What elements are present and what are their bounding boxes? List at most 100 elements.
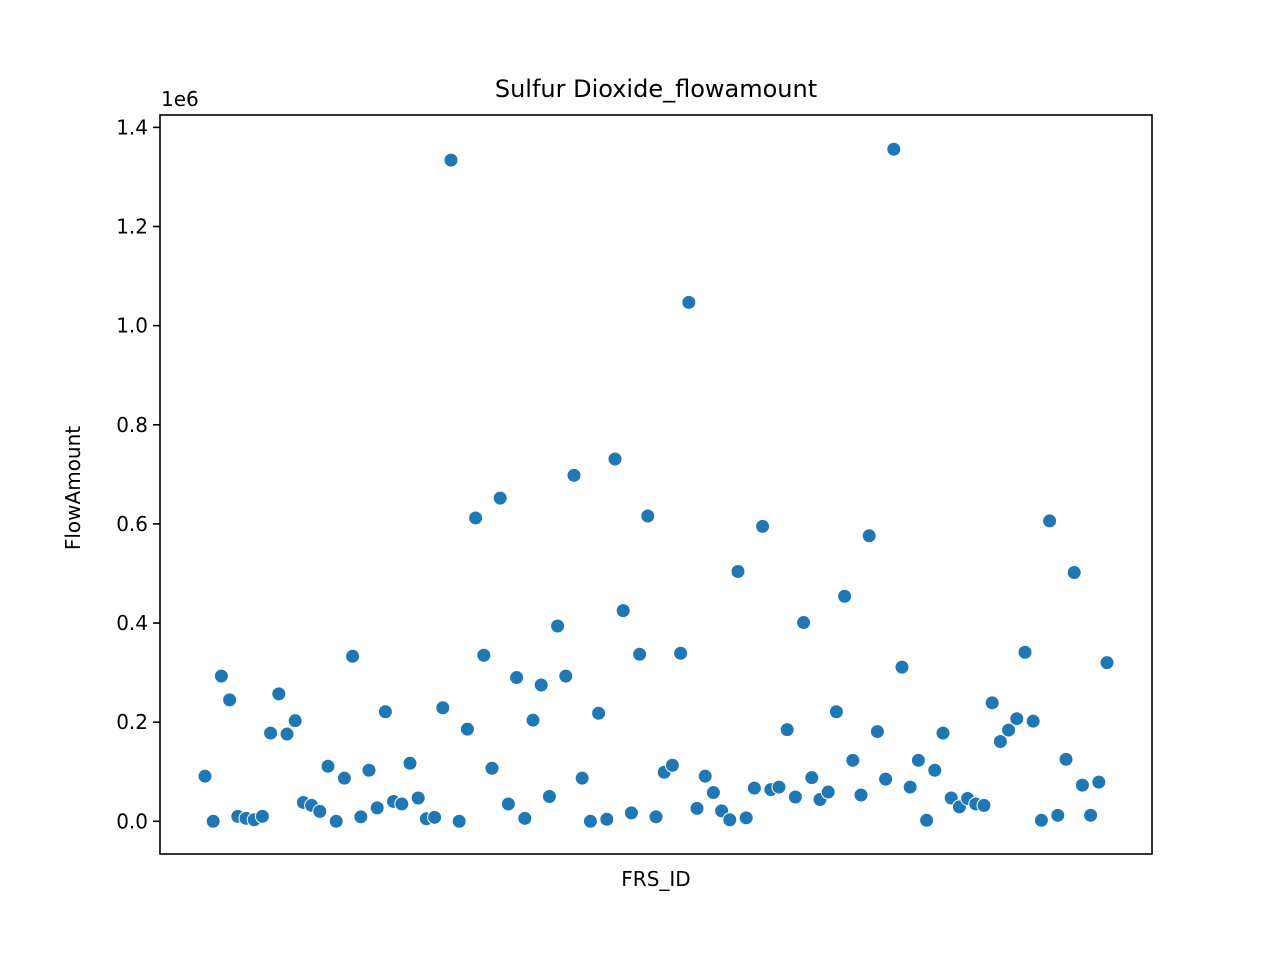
y-tick-label: 0.6 (116, 512, 148, 536)
data-point (451, 813, 467, 829)
data-point (787, 789, 803, 805)
data-point (328, 813, 344, 829)
data-point (746, 780, 762, 796)
data-point (886, 141, 902, 157)
data-point (517, 810, 533, 826)
data-point (607, 451, 623, 467)
data-point (984, 695, 1000, 711)
data-point (755, 518, 771, 534)
data-point (591, 705, 607, 721)
data-point (443, 152, 459, 168)
data-point (566, 467, 582, 483)
data-point (910, 752, 926, 768)
data-point (500, 796, 516, 812)
data-point (599, 811, 615, 827)
data-point (992, 733, 1008, 749)
data-point (353, 809, 369, 825)
data-point (935, 725, 951, 741)
y-axis-ticks: 0.0 0.2 0.4 0.6 0.8 1.0 1.2 1.4 (116, 115, 160, 833)
chart-title: Sulfur Dioxide_flowamount (495, 75, 817, 103)
data-point (525, 712, 541, 728)
data-point (1001, 722, 1017, 738)
data-point (1009, 711, 1025, 727)
data-point (1025, 713, 1041, 729)
data-point (459, 721, 475, 737)
data-point (271, 686, 287, 702)
data-point (837, 588, 853, 604)
data-point (820, 784, 836, 800)
y-tick-label: 0.0 (116, 809, 148, 833)
data-point (263, 725, 279, 741)
y-tick-label: 1.4 (116, 115, 148, 139)
data-point (615, 603, 631, 619)
data-point (1091, 774, 1107, 790)
data-point (705, 785, 721, 801)
data-point (492, 490, 508, 506)
data-point (648, 809, 664, 825)
data-point (435, 700, 451, 716)
data-point (205, 813, 221, 829)
data-point (509, 670, 525, 686)
data-point (336, 770, 352, 786)
data-point (279, 726, 295, 742)
data-point (845, 752, 861, 768)
data-point (722, 812, 738, 828)
y-axis-label: FlowAmount (61, 426, 85, 550)
data-point (689, 800, 705, 816)
data-point (697, 768, 713, 784)
data-point (804, 770, 820, 786)
data-point (361, 762, 377, 778)
data-point (878, 771, 894, 787)
data-point (623, 805, 639, 821)
data-point (681, 294, 697, 310)
data-point (550, 618, 566, 634)
data-point (345, 648, 361, 664)
y-tick-label: 1.2 (116, 215, 148, 239)
data-point (1017, 644, 1033, 660)
data-point (476, 647, 492, 663)
plot-area-frame (159, 114, 1153, 855)
data-point (533, 677, 549, 693)
data-point (919, 812, 935, 828)
y-tick-label: 0.4 (116, 611, 148, 635)
data-point (222, 692, 238, 708)
data-point (410, 790, 426, 806)
data-point (673, 645, 689, 661)
data-point (574, 770, 590, 786)
data-point (558, 668, 574, 684)
data-point (976, 797, 992, 813)
data-point (796, 615, 812, 631)
data-point (369, 800, 385, 816)
data-point (468, 510, 484, 526)
data-point (1050, 807, 1066, 823)
data-point (582, 813, 598, 829)
data-point (771, 779, 787, 795)
data-point (1042, 513, 1058, 529)
data-point (1033, 812, 1049, 828)
data-point (927, 762, 943, 778)
data-point (1058, 751, 1074, 767)
data-point (287, 713, 303, 729)
data-point (1066, 564, 1082, 580)
data-point (377, 704, 393, 720)
data-point (394, 796, 410, 812)
data-point (738, 810, 754, 826)
data-point (320, 758, 336, 774)
data-point (779, 722, 795, 738)
data-point (1083, 807, 1099, 823)
data-point (1074, 777, 1090, 793)
data-point (664, 757, 680, 773)
data-point (254, 808, 270, 824)
data-point (213, 668, 229, 684)
x-axis-label: FRS_ID (621, 867, 690, 891)
data-point (484, 760, 500, 776)
y-tick-label: 0.8 (116, 413, 148, 437)
data-point (640, 508, 656, 524)
data-point (427, 809, 443, 825)
data-point (730, 563, 746, 579)
data-point (1099, 655, 1115, 671)
data-point (902, 779, 918, 795)
y-tick-label: 1.0 (116, 314, 148, 338)
